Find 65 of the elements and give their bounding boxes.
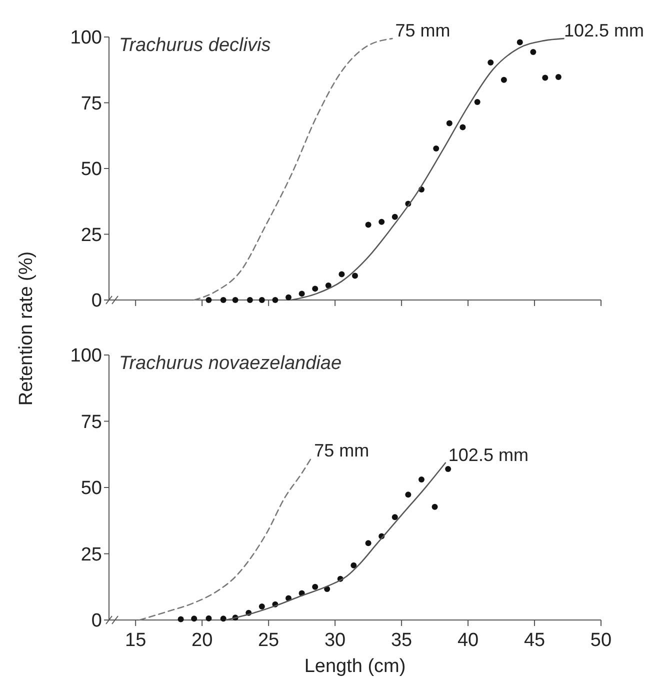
x-tick-label: 30 <box>324 630 346 651</box>
series-label: 75 mm <box>314 440 370 460</box>
x-tick-label: 40 <box>457 630 479 651</box>
y-tick-label: 0 <box>91 290 102 312</box>
point <box>178 616 184 622</box>
point <box>206 297 212 303</box>
point <box>432 504 438 510</box>
line-series <box>138 458 312 621</box>
point <box>530 48 536 55</box>
y-tick-label: 75 <box>80 412 102 433</box>
y-axis-title: Retention rate (%) <box>16 251 37 406</box>
x-tick-label: 25 <box>258 630 280 651</box>
point <box>500 76 507 83</box>
point <box>312 286 318 292</box>
point <box>542 74 548 81</box>
chart-title: Trachurus novaezelandiae <box>119 353 342 374</box>
y-tick-label: 50 <box>80 159 102 180</box>
point <box>488 60 494 66</box>
x-tick-label: 45 <box>524 630 546 651</box>
point <box>232 297 238 303</box>
point <box>352 272 358 279</box>
point <box>246 297 253 303</box>
y-tick-label: 0 <box>91 610 102 632</box>
point <box>433 146 440 152</box>
x-tick-label: 15 <box>125 630 146 651</box>
point <box>365 540 372 546</box>
point <box>206 615 212 622</box>
point <box>418 476 424 483</box>
y-tick-label: 25 <box>80 544 102 566</box>
point <box>298 290 305 297</box>
point <box>258 297 265 303</box>
series-label: 102.5 mm <box>448 444 528 465</box>
point <box>405 492 412 498</box>
y-tick-label: 25 <box>80 224 102 246</box>
chart-title: Trachurus declivis <box>119 35 272 56</box>
series-label: 75 mm <box>395 20 450 41</box>
point <box>446 120 452 126</box>
point <box>555 74 562 80</box>
y-tick-label: 50 <box>80 478 102 500</box>
point <box>350 562 357 568</box>
series-label: 102.5 mm <box>564 20 644 41</box>
point <box>286 294 292 300</box>
point <box>325 282 332 289</box>
point <box>516 39 523 46</box>
point <box>378 218 385 225</box>
x-tick-label: 50 <box>590 630 612 651</box>
x-tick-label: 35 <box>390 630 412 651</box>
x-axis-title: Length (cm) <box>304 656 406 677</box>
point <box>191 616 198 622</box>
point <box>220 616 226 622</box>
y-tick-label: 100 <box>70 346 102 367</box>
point <box>445 466 452 472</box>
point <box>220 297 226 303</box>
y-tick-label: 100 <box>70 28 102 49</box>
y-tick-label: 75 <box>80 93 102 114</box>
point <box>365 222 372 228</box>
point <box>338 271 345 278</box>
point <box>392 214 398 220</box>
point <box>272 297 278 303</box>
point <box>258 603 265 610</box>
point <box>460 124 466 130</box>
point <box>474 98 480 105</box>
x-tick-label: 20 <box>192 630 213 651</box>
point <box>312 584 318 590</box>
point <box>392 514 398 520</box>
